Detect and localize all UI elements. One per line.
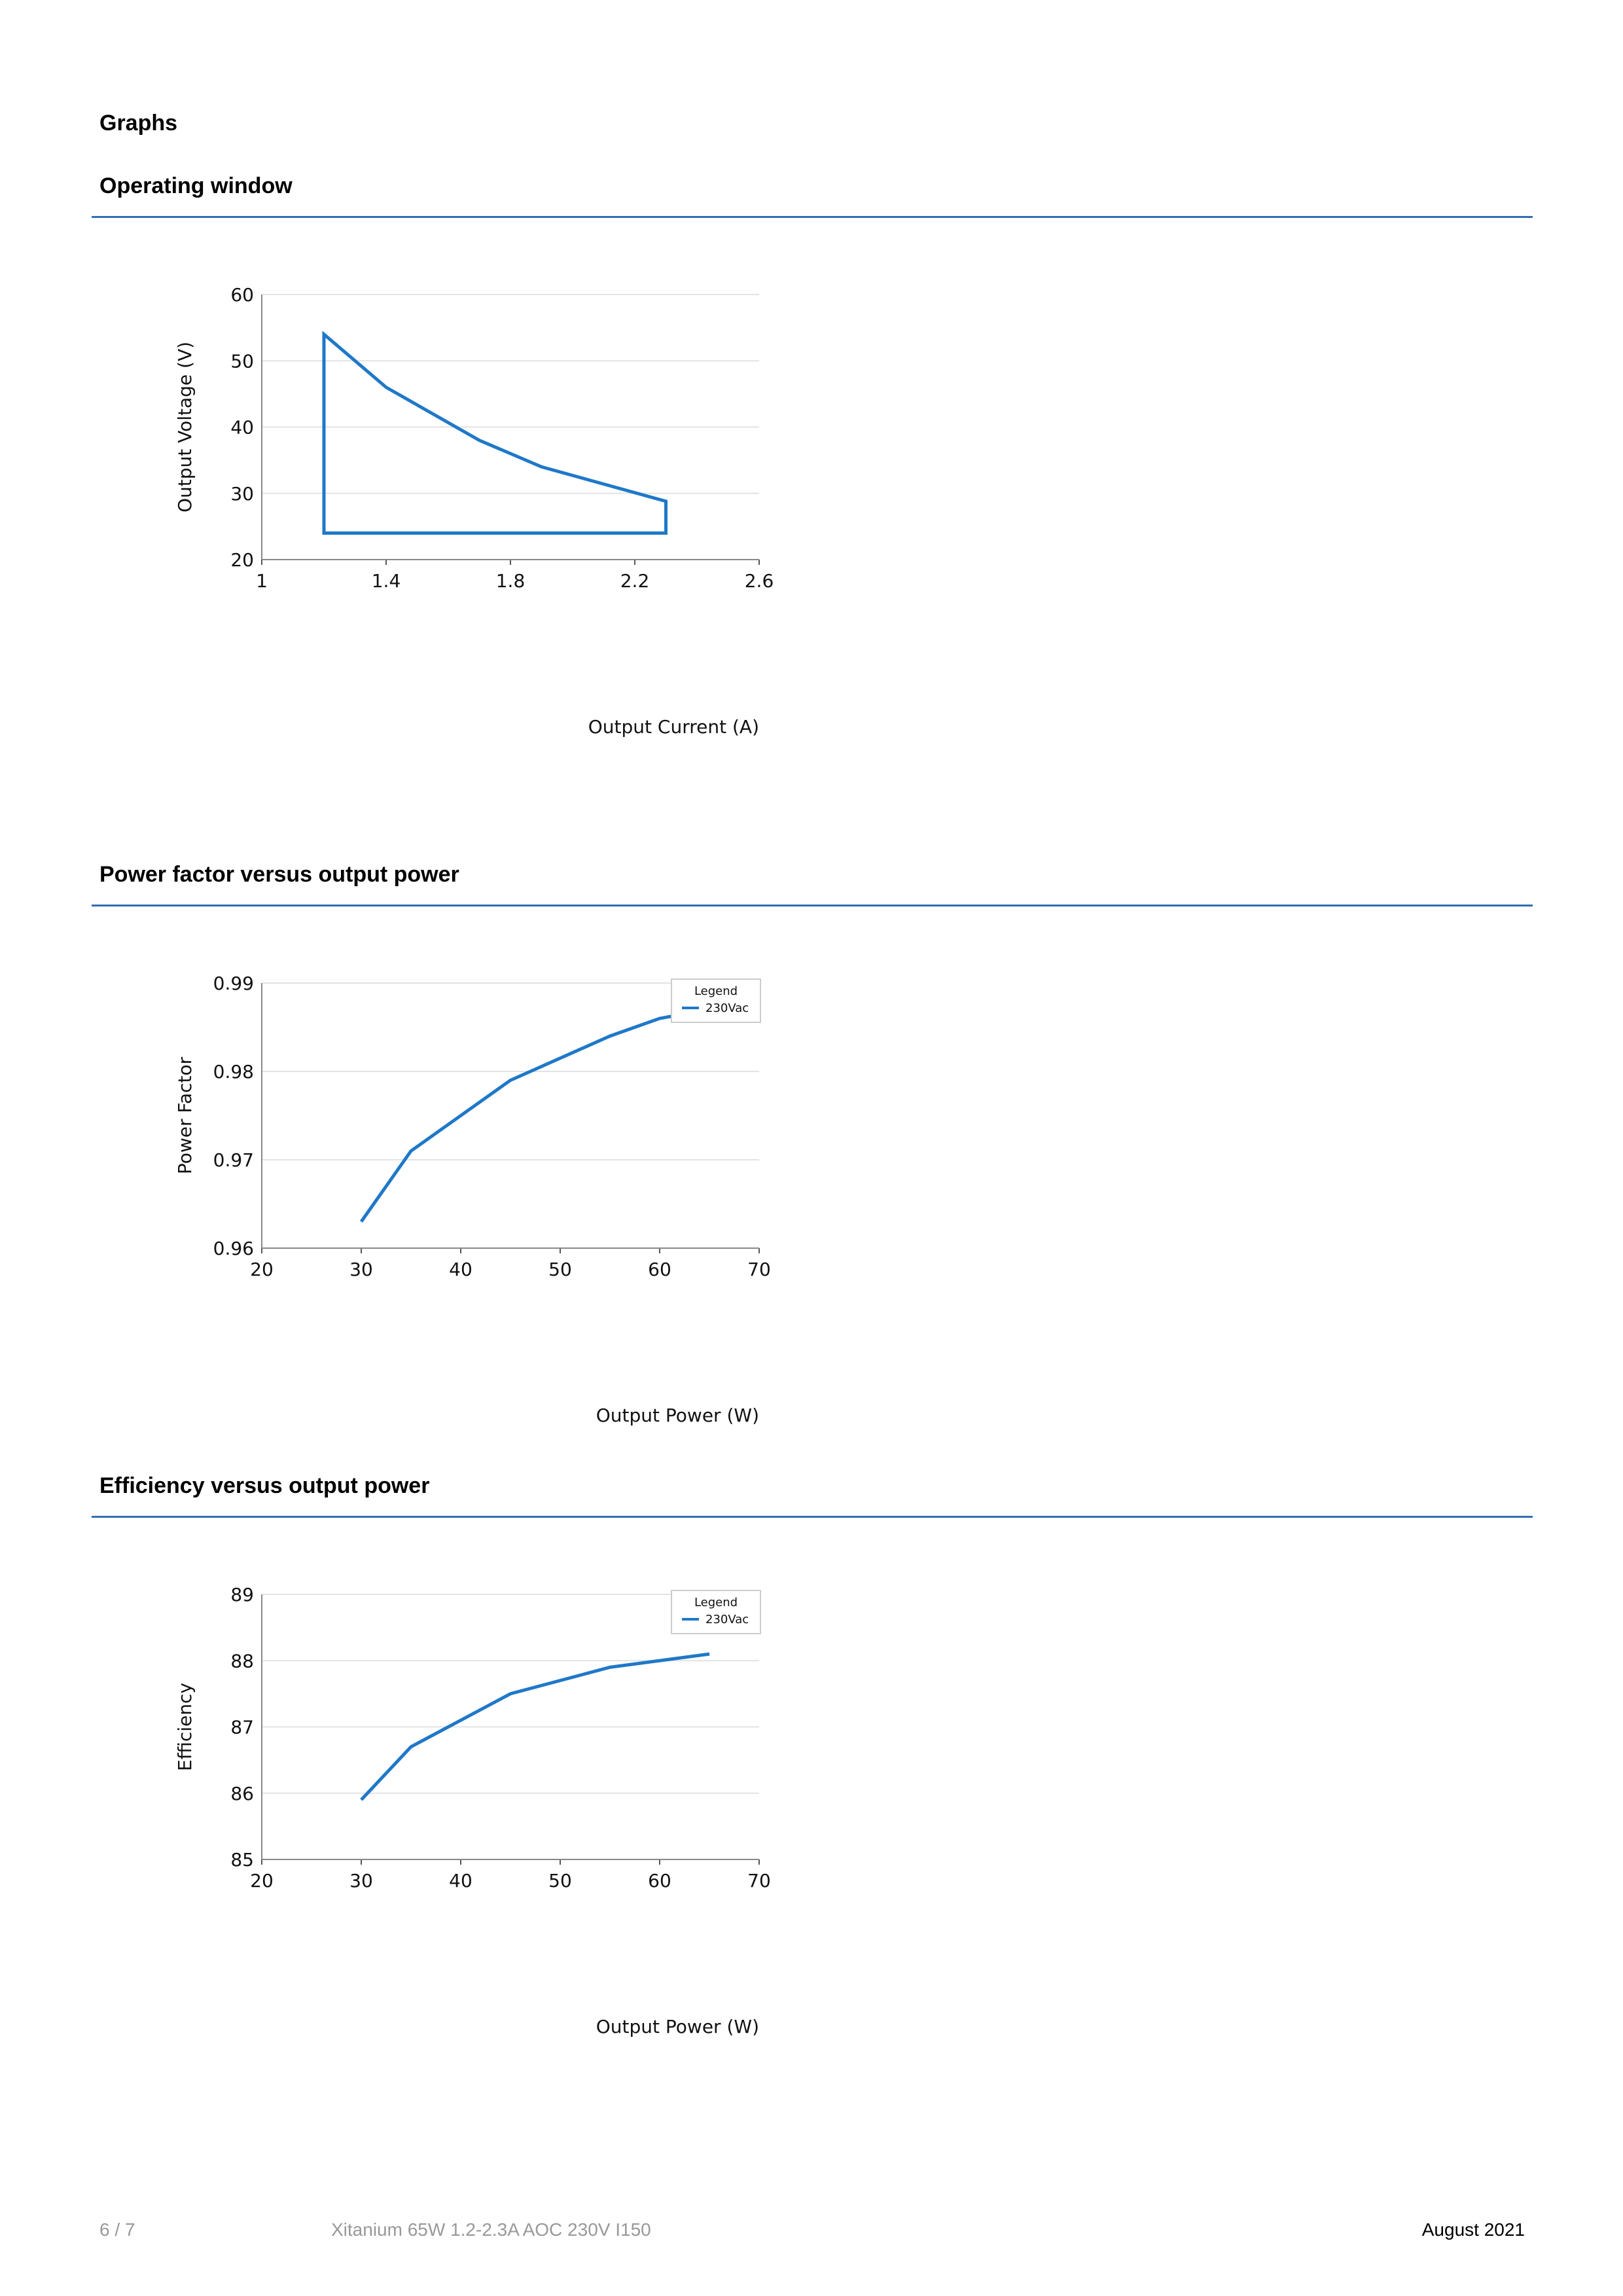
divider: [92, 1516, 1533, 1518]
x-tick-label: 70: [747, 1870, 771, 1892]
x-tick-label: 30: [349, 1870, 373, 1892]
x-tick-label: 60: [648, 1870, 671, 1892]
x-axis-label: Output Power (W): [596, 1405, 759, 1426]
x-tick-label: 20: [250, 1870, 274, 1892]
divider: [92, 216, 1533, 218]
x-axis-label: Output Power (W): [596, 2016, 759, 2037]
product-name: Xitanium 65W 1.2-2.3A AOC 230V I150: [331, 2219, 651, 2240]
y-tick-label: 30: [230, 483, 254, 505]
power-factor-chart-svg: 0.96 0.97 0.98 0.99 20 30 40 50 60 70 Power Factor…: [174, 973, 771, 1280]
y-tick-label: 60: [230, 284, 254, 306]
y-tick-label: 0.98: [213, 1061, 254, 1083]
chart-heading-power-factor: Power factor versus output power: [99, 862, 459, 887]
legend-box: [671, 978, 761, 1023]
legend-title: Legend: [694, 984, 738, 998]
operating-window-chart-svg: 20 30 40 50 60 1 1.4 1.8 2.2 2.6 Output Voltage (V…: [174, 284, 774, 592]
publication-date: August 2021: [1421, 2219, 1525, 2240]
x-tick-label: 20: [250, 1259, 274, 1280]
y-tick-label: 50: [230, 350, 254, 372]
section-title: Graphs: [99, 111, 178, 135]
series-line: [322, 331, 668, 535]
legend-entry-label: 230Vac: [705, 1613, 749, 1626]
y-tick-label: 86: [230, 1783, 254, 1804]
x-tick-label: 1: [256, 570, 268, 592]
page-number: 6 / 7: [99, 2219, 135, 2240]
efficiency-chart-svg: 85 86 87 88 89 20 30 40 50 60 70 Efficiency Legend 23…: [174, 1584, 771, 1892]
x-tick-label: 1.8: [496, 570, 526, 592]
y-axis-label: Efficiency: [174, 1683, 196, 1771]
x-tick-label: 2.6: [745, 570, 774, 592]
x-axis-label: Output Current (A): [588, 716, 759, 738]
x-tick-label: 2.2: [620, 570, 650, 592]
x-tick-label: 40: [449, 1870, 473, 1892]
y-tick-label: 40: [230, 417, 254, 439]
y-axis-label: Output Voltage (V): [174, 342, 196, 512]
x-tick-label: 50: [548, 1259, 572, 1280]
legend-title: Legend: [694, 1596, 738, 1609]
x-tick-label: 1.4: [372, 570, 401, 592]
divider: [92, 905, 1533, 906]
x-tick-label: 30: [349, 1259, 373, 1280]
operating-window-chart: 20 30 40 50 60 1 1.4 1.8 2.2 2.6 Output Voltage (V…: [157, 275, 798, 592]
legend-box: [671, 1590, 761, 1634]
y-tick-label: 85: [230, 1849, 254, 1871]
efficiency-chart: 85 86 87 88 89 20 30 40 50 60 70 Efficiency Legend 23…: [157, 1575, 798, 1892]
x-tick-label: 40: [449, 1259, 473, 1280]
series-line: [360, 1652, 710, 1801]
y-tick-label: 0.97: [213, 1149, 254, 1171]
y-tick-label: 88: [230, 1650, 254, 1672]
y-tick-label: 89: [230, 1584, 254, 1605]
y-tick-label: 87: [230, 1717, 254, 1738]
y-tick-label: 0.99: [213, 973, 254, 994]
power-factor-chart: 0.96 0.97 0.98 0.99 20 30 40 50 60 70 Power Factor…: [157, 963, 798, 1280]
chart-heading-efficiency: Efficiency versus output power: [99, 1473, 430, 1498]
chart-heading-operating-window: Operating window: [99, 173, 293, 198]
x-tick-label: 70: [747, 1259, 771, 1280]
y-axis-label: Power Factor: [174, 1056, 196, 1174]
legend-entry-label: 230Vac: [705, 1001, 749, 1015]
y-tick-label: 0.96: [213, 1238, 254, 1259]
series-line: [359, 1008, 710, 1223]
x-tick-label: 50: [548, 1870, 572, 1892]
x-tick-label: 60: [648, 1259, 671, 1280]
y-tick-label: 20: [230, 549, 254, 571]
